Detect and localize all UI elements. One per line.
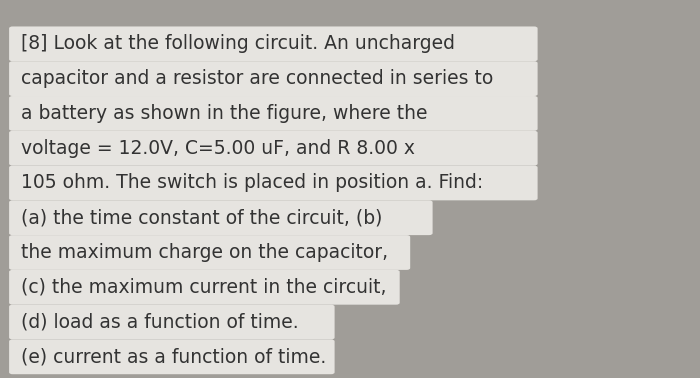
FancyBboxPatch shape: [9, 305, 335, 339]
Text: (d) load as a function of time.: (d) load as a function of time.: [21, 313, 299, 332]
Text: [8] Look at the following circuit. An uncharged: [8] Look at the following circuit. An un…: [21, 34, 455, 53]
Text: 105 ohm. The switch is placed in position a. Find:: 105 ohm. The switch is placed in positio…: [21, 174, 483, 192]
FancyBboxPatch shape: [9, 235, 410, 270]
FancyBboxPatch shape: [9, 270, 400, 305]
Text: capacitor and a resistor are connected in series to: capacitor and a resistor are connected i…: [21, 69, 493, 88]
Text: a battery as shown in the figure, where the: a battery as shown in the figure, where …: [21, 104, 428, 123]
FancyBboxPatch shape: [9, 166, 538, 200]
FancyBboxPatch shape: [9, 131, 538, 166]
Text: (c) the maximum current in the circuit,: (c) the maximum current in the circuit,: [21, 278, 386, 297]
FancyBboxPatch shape: [9, 26, 538, 61]
FancyBboxPatch shape: [9, 200, 433, 235]
FancyBboxPatch shape: [9, 96, 538, 131]
FancyBboxPatch shape: [9, 339, 335, 374]
Text: (e) current as a function of time.: (e) current as a function of time.: [21, 347, 326, 366]
FancyBboxPatch shape: [9, 61, 538, 96]
Text: (a) the time constant of the circuit, (b): (a) the time constant of the circuit, (b…: [21, 208, 382, 227]
Text: voltage = 12.0V, C=5.00 uF, and R 8.00 x: voltage = 12.0V, C=5.00 uF, and R 8.00 x: [21, 139, 415, 158]
Text: the maximum charge on the capacitor,: the maximum charge on the capacitor,: [21, 243, 388, 262]
